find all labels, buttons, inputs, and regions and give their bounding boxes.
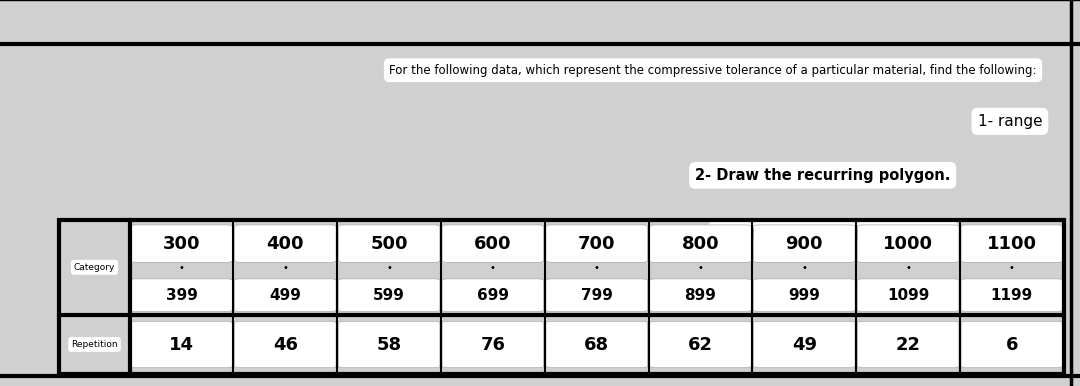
Bar [233, 315, 337, 374]
FancyBboxPatch shape [442, 225, 543, 262]
Bar [960, 220, 1064, 315]
Text: 6: 6 [1005, 335, 1018, 354]
Text: 76: 76 [481, 335, 505, 354]
FancyBboxPatch shape [754, 321, 855, 368]
Text: 799: 799 [581, 288, 612, 303]
Text: 1- range: 1- range [977, 114, 1042, 129]
Text: 14: 14 [168, 335, 194, 354]
Bar [337, 220, 441, 315]
Text: •: • [282, 263, 288, 273]
Bar [0, 0, 1080, 44]
FancyBboxPatch shape [338, 321, 440, 368]
Text: 399: 399 [165, 288, 198, 303]
Bar [753, 220, 856, 315]
Text: Repetition: Repetition [71, 340, 118, 349]
Bar [59, 220, 1064, 374]
FancyBboxPatch shape [131, 225, 232, 262]
Text: •: • [178, 263, 185, 273]
Text: 3- Draw the histogram.: 3- Draw the histogram. [716, 226, 950, 244]
Text: •: • [490, 263, 496, 273]
Text: 1199: 1199 [990, 288, 1034, 303]
Text: 1100: 1100 [987, 235, 1037, 253]
FancyBboxPatch shape [338, 225, 440, 262]
Text: 1000: 1000 [883, 235, 933, 253]
Bar [856, 220, 960, 315]
FancyBboxPatch shape [754, 225, 855, 262]
Bar [337, 315, 441, 374]
Text: 22: 22 [895, 335, 920, 354]
Text: 699: 699 [477, 288, 509, 303]
Text: •: • [698, 263, 703, 273]
FancyBboxPatch shape [754, 279, 855, 312]
Text: •: • [594, 263, 599, 273]
FancyBboxPatch shape [442, 321, 543, 368]
FancyBboxPatch shape [858, 225, 959, 262]
Text: 1099: 1099 [887, 288, 929, 303]
FancyBboxPatch shape [858, 279, 959, 312]
Bar [544, 315, 649, 374]
Bar [130, 220, 233, 315]
Text: 900: 900 [785, 235, 823, 253]
Text: 49: 49 [792, 335, 816, 354]
Bar [233, 220, 337, 315]
Text: •: • [801, 263, 807, 273]
FancyBboxPatch shape [234, 321, 336, 368]
Bar [59, 315, 130, 374]
Text: 599: 599 [374, 288, 405, 303]
FancyBboxPatch shape [131, 321, 232, 368]
Text: 999: 999 [788, 288, 820, 303]
Text: For the following data, which represent the compressive tolerance of a particula: For the following data, which represent … [389, 64, 1037, 77]
Text: 899: 899 [685, 288, 716, 303]
Text: 300: 300 [163, 235, 200, 253]
FancyBboxPatch shape [961, 279, 1063, 312]
Bar [649, 220, 753, 315]
Text: 68: 68 [584, 335, 609, 354]
Text: 700: 700 [578, 235, 616, 253]
Text: •: • [387, 263, 392, 273]
Bar [649, 315, 753, 374]
Text: 800: 800 [681, 235, 719, 253]
Bar [856, 315, 960, 374]
FancyBboxPatch shape [234, 279, 336, 312]
FancyBboxPatch shape [858, 321, 959, 368]
Bar [441, 315, 544, 374]
FancyBboxPatch shape [234, 225, 336, 262]
Text: Category: Category [73, 263, 116, 272]
Bar [753, 315, 856, 374]
FancyBboxPatch shape [650, 279, 752, 312]
Bar [441, 220, 544, 315]
Text: 400: 400 [267, 235, 305, 253]
Text: 46: 46 [273, 335, 298, 354]
Text: 499: 499 [269, 288, 301, 303]
Bar [960, 315, 1064, 374]
Text: 500: 500 [370, 235, 408, 253]
FancyBboxPatch shape [545, 321, 648, 368]
Text: 62: 62 [688, 335, 713, 354]
FancyBboxPatch shape [650, 321, 752, 368]
Bar [59, 220, 130, 315]
FancyBboxPatch shape [545, 279, 648, 312]
FancyBboxPatch shape [961, 225, 1063, 262]
FancyBboxPatch shape [545, 225, 648, 262]
FancyBboxPatch shape [650, 225, 752, 262]
Text: 600: 600 [474, 235, 512, 253]
FancyBboxPatch shape [442, 279, 543, 312]
Bar [544, 220, 649, 315]
FancyBboxPatch shape [338, 279, 440, 312]
Text: •: • [905, 263, 912, 273]
Text: 2- Draw the recurring polygon.: 2- Draw the recurring polygon. [696, 168, 950, 183]
FancyBboxPatch shape [131, 279, 232, 312]
Text: 58: 58 [377, 335, 402, 354]
FancyBboxPatch shape [961, 321, 1063, 368]
Bar [130, 315, 233, 374]
Text: •: • [1009, 263, 1015, 273]
